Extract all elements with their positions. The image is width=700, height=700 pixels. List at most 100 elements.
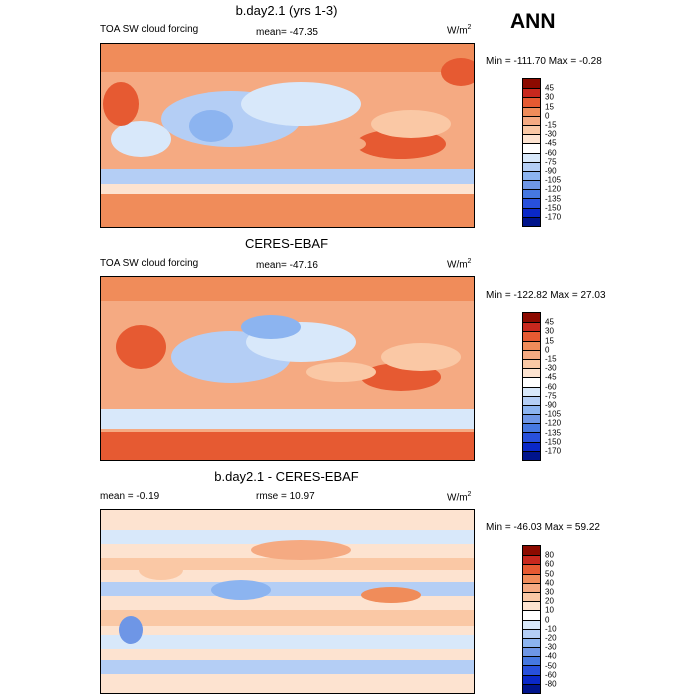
colorbar-3-swatch: [523, 647, 540, 657]
colorbar-1-tick-label: -170: [545, 212, 562, 222]
colorbar-2-tick-label: -170: [545, 446, 562, 456]
panel-3-mean-label: mean = -0.19: [100, 491, 160, 502]
colorbar-3-tick-label: 50: [545, 569, 554, 579]
colorbar-1-tick-label: -45: [545, 138, 557, 148]
colorbar-1-tick-label: -90: [545, 166, 557, 176]
colorbar-1-swatch: [523, 106, 540, 116]
map-panel-2-field: [101, 277, 474, 460]
panel-3-title: b.day2.1 - CERES-EBAF: [214, 469, 359, 484]
map-panel-1-field: [101, 44, 474, 227]
colorbar-1-swatch: [523, 124, 540, 135]
colorbar-2-swatch: [523, 423, 540, 433]
map-panel-2: [100, 276, 475, 461]
colorbar-2-swatch: [523, 349, 540, 359]
colorbar-2-swatch: [523, 386, 540, 396]
colorbar-1-tick-label: -30: [545, 129, 557, 139]
panel-2-mean-label: mean= -47.16: [256, 260, 318, 271]
colorbar-3-swatch: [523, 628, 540, 638]
colorbar-3-tick-label: -50: [545, 661, 557, 671]
colorbar-3-swatch: [523, 573, 540, 583]
colorbar-2-tick-label: -90: [545, 400, 557, 410]
colorbar-2-swatch: [523, 432, 540, 442]
colorbar-2-tick-label: 0: [545, 345, 550, 355]
colorbar-3-tick-label: 10: [545, 605, 554, 615]
colorbar-3-tick-label: -80: [545, 679, 557, 689]
colorbar-2-swatch: [523, 441, 540, 451]
colorbar-2-tick-label: -75: [545, 391, 557, 401]
colorbar-1-swatch: [523, 189, 540, 199]
panel-1-minmax: Min = -111.70 Max = -0.28: [486, 56, 602, 67]
panel-2-title: CERES-EBAF: [244, 236, 329, 251]
panel-1-title: b.day2.1 (yrs 1-3): [235, 3, 338, 18]
colorbar-3-swatch: [523, 546, 540, 556]
map-panel-1: [100, 43, 475, 228]
colorbar-1-tick-label: -135: [545, 194, 562, 204]
colorbar-1-swatch: [523, 170, 540, 181]
colorbar-3-swatch: [523, 683, 540, 693]
panel-3-minmax: Min = -46.03 Max = 59.22: [486, 522, 600, 533]
colorbar-3-swatch: [523, 674, 540, 684]
colorbar-2-tick-label: -45: [545, 372, 557, 382]
colorbar-2-tick-label: -105: [545, 409, 562, 419]
colorbar-1-tick-label: 0: [545, 111, 550, 121]
colorbar-3-tick-label: 60: [545, 559, 554, 569]
colorbar-3-tick-label: 0: [545, 615, 550, 625]
colorbar-3-tick-label: -30: [545, 642, 557, 652]
map-panel-3-field: [101, 510, 474, 693]
colorbar-3-tick-label: 80: [545, 550, 554, 560]
colorbar-1-swatch: [523, 161, 540, 171]
panel-2-units: W/m2: [447, 258, 472, 271]
colorbar-3-swatch: [523, 610, 540, 620]
panel-1-variable-label: TOA SW cloud forcing: [100, 24, 199, 35]
colorbar-2-swatch: [523, 322, 540, 332]
colorbar-1-swatch: [523, 79, 540, 89]
colorbar-3-swatch: [523, 665, 540, 675]
colorbar-1-swatch: [523, 97, 540, 107]
colorbar-1-tick-label: 15: [545, 102, 554, 112]
colorbar-2-swatch: [523, 331, 540, 341]
colorbar-2-tick-label: -30: [545, 363, 557, 373]
colorbar-2-swatch: [523, 414, 540, 424]
colorbar-1-swatch: [523, 143, 540, 153]
colorbar-3-tick-label: 40: [545, 578, 554, 588]
colorbar-1-swatch: [523, 115, 540, 125]
colorbar-1-tick-label: -120: [545, 184, 562, 194]
colorbar-2: [522, 312, 541, 461]
colorbar-3: [522, 545, 541, 694]
colorbar-2-swatch: [523, 404, 540, 415]
colorbar-2-tick-label: -120: [545, 418, 562, 428]
colorbar-1-swatch: [523, 88, 540, 98]
panel-3-rmse-label: rmse = 10.97: [256, 491, 315, 502]
colorbar-1-swatch: [523, 198, 540, 208]
colorbar-1-tick-label: 30: [545, 92, 554, 102]
colorbar-2-tick-label: 30: [545, 326, 554, 336]
colorbar-3-tick-label: 20: [545, 596, 554, 606]
colorbar-3-swatch: [523, 656, 540, 666]
colorbar-1-tick-label: -105: [545, 175, 562, 185]
panel-2-minmax: Min = -122.82 Max = 27.03: [486, 290, 606, 301]
colorbar-3-swatch: [523, 619, 540, 629]
colorbar-1-swatch: [523, 134, 540, 144]
colorbar-1-swatch: [523, 207, 540, 217]
colorbar-1-swatch: [523, 180, 540, 190]
colorbar-1-swatch: [523, 216, 540, 226]
colorbar-2-swatch: [523, 377, 540, 387]
colorbar-1-tick-label: -15: [545, 120, 557, 130]
panel-3-units: W/m2: [447, 491, 472, 504]
colorbar-3-swatch: [523, 637, 540, 648]
map-panel-3: [100, 509, 475, 694]
colorbar-3-tick-label: -10: [545, 624, 557, 634]
colorbar-1-tick-label: -60: [545, 148, 557, 158]
colorbar-2-tick-label: 45: [545, 317, 554, 327]
panel-2-variable-label: TOA SW cloud forcing: [100, 258, 199, 269]
colorbar-2-tick-label: 15: [545, 336, 554, 346]
colorbar-3-swatch: [523, 564, 540, 574]
colorbar-3-swatch: [523, 582, 540, 592]
colorbar-3-tick-label: -60: [545, 670, 557, 680]
colorbar-1-swatch: [523, 152, 540, 162]
panel-1-units: W/m2: [447, 24, 472, 37]
colorbar-2-tick-label: -150: [545, 437, 562, 447]
colorbar-2-swatch: [523, 368, 540, 378]
colorbar-3-tick-label: 30: [545, 587, 554, 597]
panel-1-mean-label: mean= -47.35: [256, 27, 318, 38]
